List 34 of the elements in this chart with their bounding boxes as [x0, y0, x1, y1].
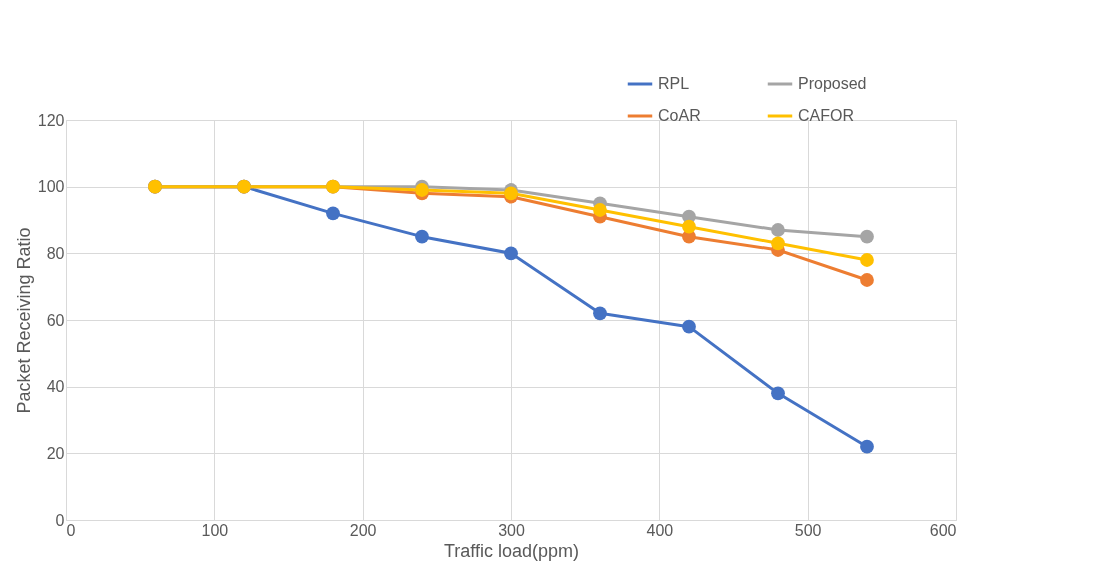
y-axis-title: Packet Receiving Ratio — [13, 227, 34, 414]
point — [771, 386, 785, 401]
point — [682, 219, 696, 234]
y-tick-label: 60 — [46, 311, 65, 329]
x-tick-label: 500 — [794, 521, 822, 539]
legend-label: Proposed — [798, 75, 867, 92]
x-tick-label: 300 — [498, 521, 525, 539]
x-tick-label: 0 — [66, 521, 76, 539]
x-tick-label: 600 — [929, 521, 957, 539]
x-axis-title: Traffic load(ppm) — [443, 540, 580, 561]
x-tick-label: 400 — [646, 521, 674, 539]
point — [682, 319, 696, 334]
x-tick-label: 100 — [201, 521, 229, 539]
y-tick-label: 80 — [46, 244, 65, 262]
legend-label: CoAR — [658, 107, 701, 124]
point — [860, 273, 874, 287]
point — [593, 306, 607, 321]
y-tick-label: 40 — [46, 378, 65, 396]
point — [415, 183, 429, 197]
point — [326, 206, 340, 221]
y-tick-label: 20 — [46, 444, 65, 462]
point — [593, 203, 607, 217]
legend-label: RPL — [658, 75, 690, 92]
point — [771, 236, 785, 251]
point — [860, 229, 874, 244]
x-tick-label: 200 — [349, 521, 377, 539]
y-tick-label: 120 — [37, 111, 65, 129]
point — [415, 229, 429, 244]
y-tick-label: 100 — [37, 178, 65, 196]
point — [860, 439, 874, 454]
point — [860, 253, 874, 267]
point — [504, 246, 518, 261]
point — [771, 223, 785, 237]
legend-label: CAFOR — [798, 107, 854, 124]
